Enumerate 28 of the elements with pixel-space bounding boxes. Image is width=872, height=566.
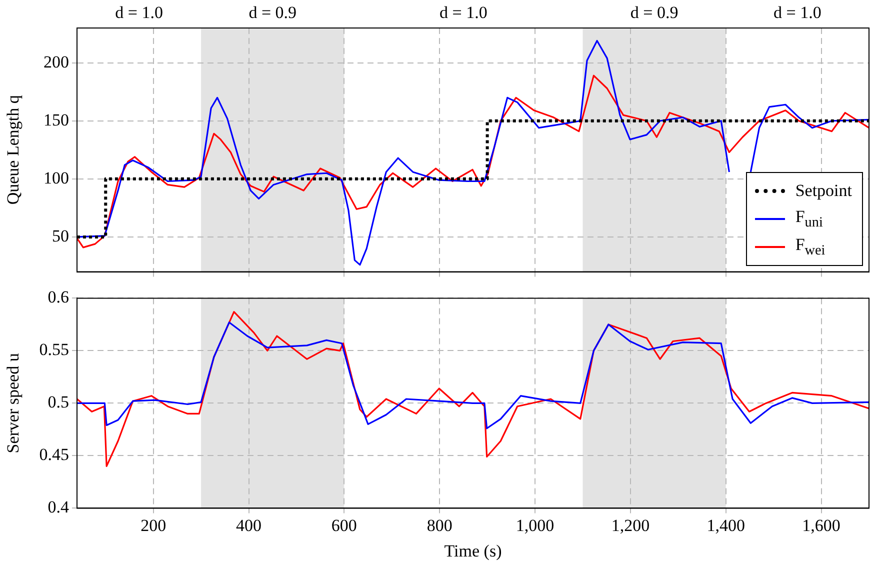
text: d = 1.0 — [440, 2, 488, 22]
x-tick-label: 1,000 — [516, 516, 554, 535]
y-axis-title: Server speed u — [4, 352, 23, 454]
y-tick-label: 200 — [44, 52, 69, 72]
legend-label: F$_{uni}$ — [795, 206, 823, 231]
x-tick-label: 1,200 — [611, 516, 650, 535]
y-tick-label: 0.45 — [39, 445, 69, 464]
x-tick-label: 1,400 — [706, 516, 745, 535]
y-tick-label: 0.5 — [48, 392, 69, 412]
y-tick-label: 0.4 — [48, 498, 70, 517]
y-tick-label: 0.6 — [48, 288, 69, 307]
x-axis-title: Time (s) — [444, 541, 502, 560]
y-axis-title: Queue Length q — [4, 94, 23, 205]
x-tick-label: 1,600 — [802, 516, 840, 535]
band-label: d = 0.9 — [248, 2, 297, 22]
legend-label: Setpoint — [795, 180, 852, 201]
x-tick-label: 600 — [331, 516, 357, 535]
y-tick-label: 50 — [52, 226, 69, 246]
text: d = 1.0 — [115, 2, 163, 22]
band-label: d = 0.9 — [630, 2, 678, 22]
y-tick-label: 0.55 — [39, 340, 69, 360]
text: d = 1.0 — [774, 2, 822, 22]
y-tick-label: 100 — [44, 168, 69, 188]
legend-label: F$_{wei}$ — [795, 234, 826, 259]
x-tick-label: 200 — [140, 516, 166, 535]
x-tick-label: 400 — [236, 516, 262, 535]
y-tick-label: 150 — [44, 110, 69, 130]
x-tick-label: 800 — [426, 516, 452, 535]
